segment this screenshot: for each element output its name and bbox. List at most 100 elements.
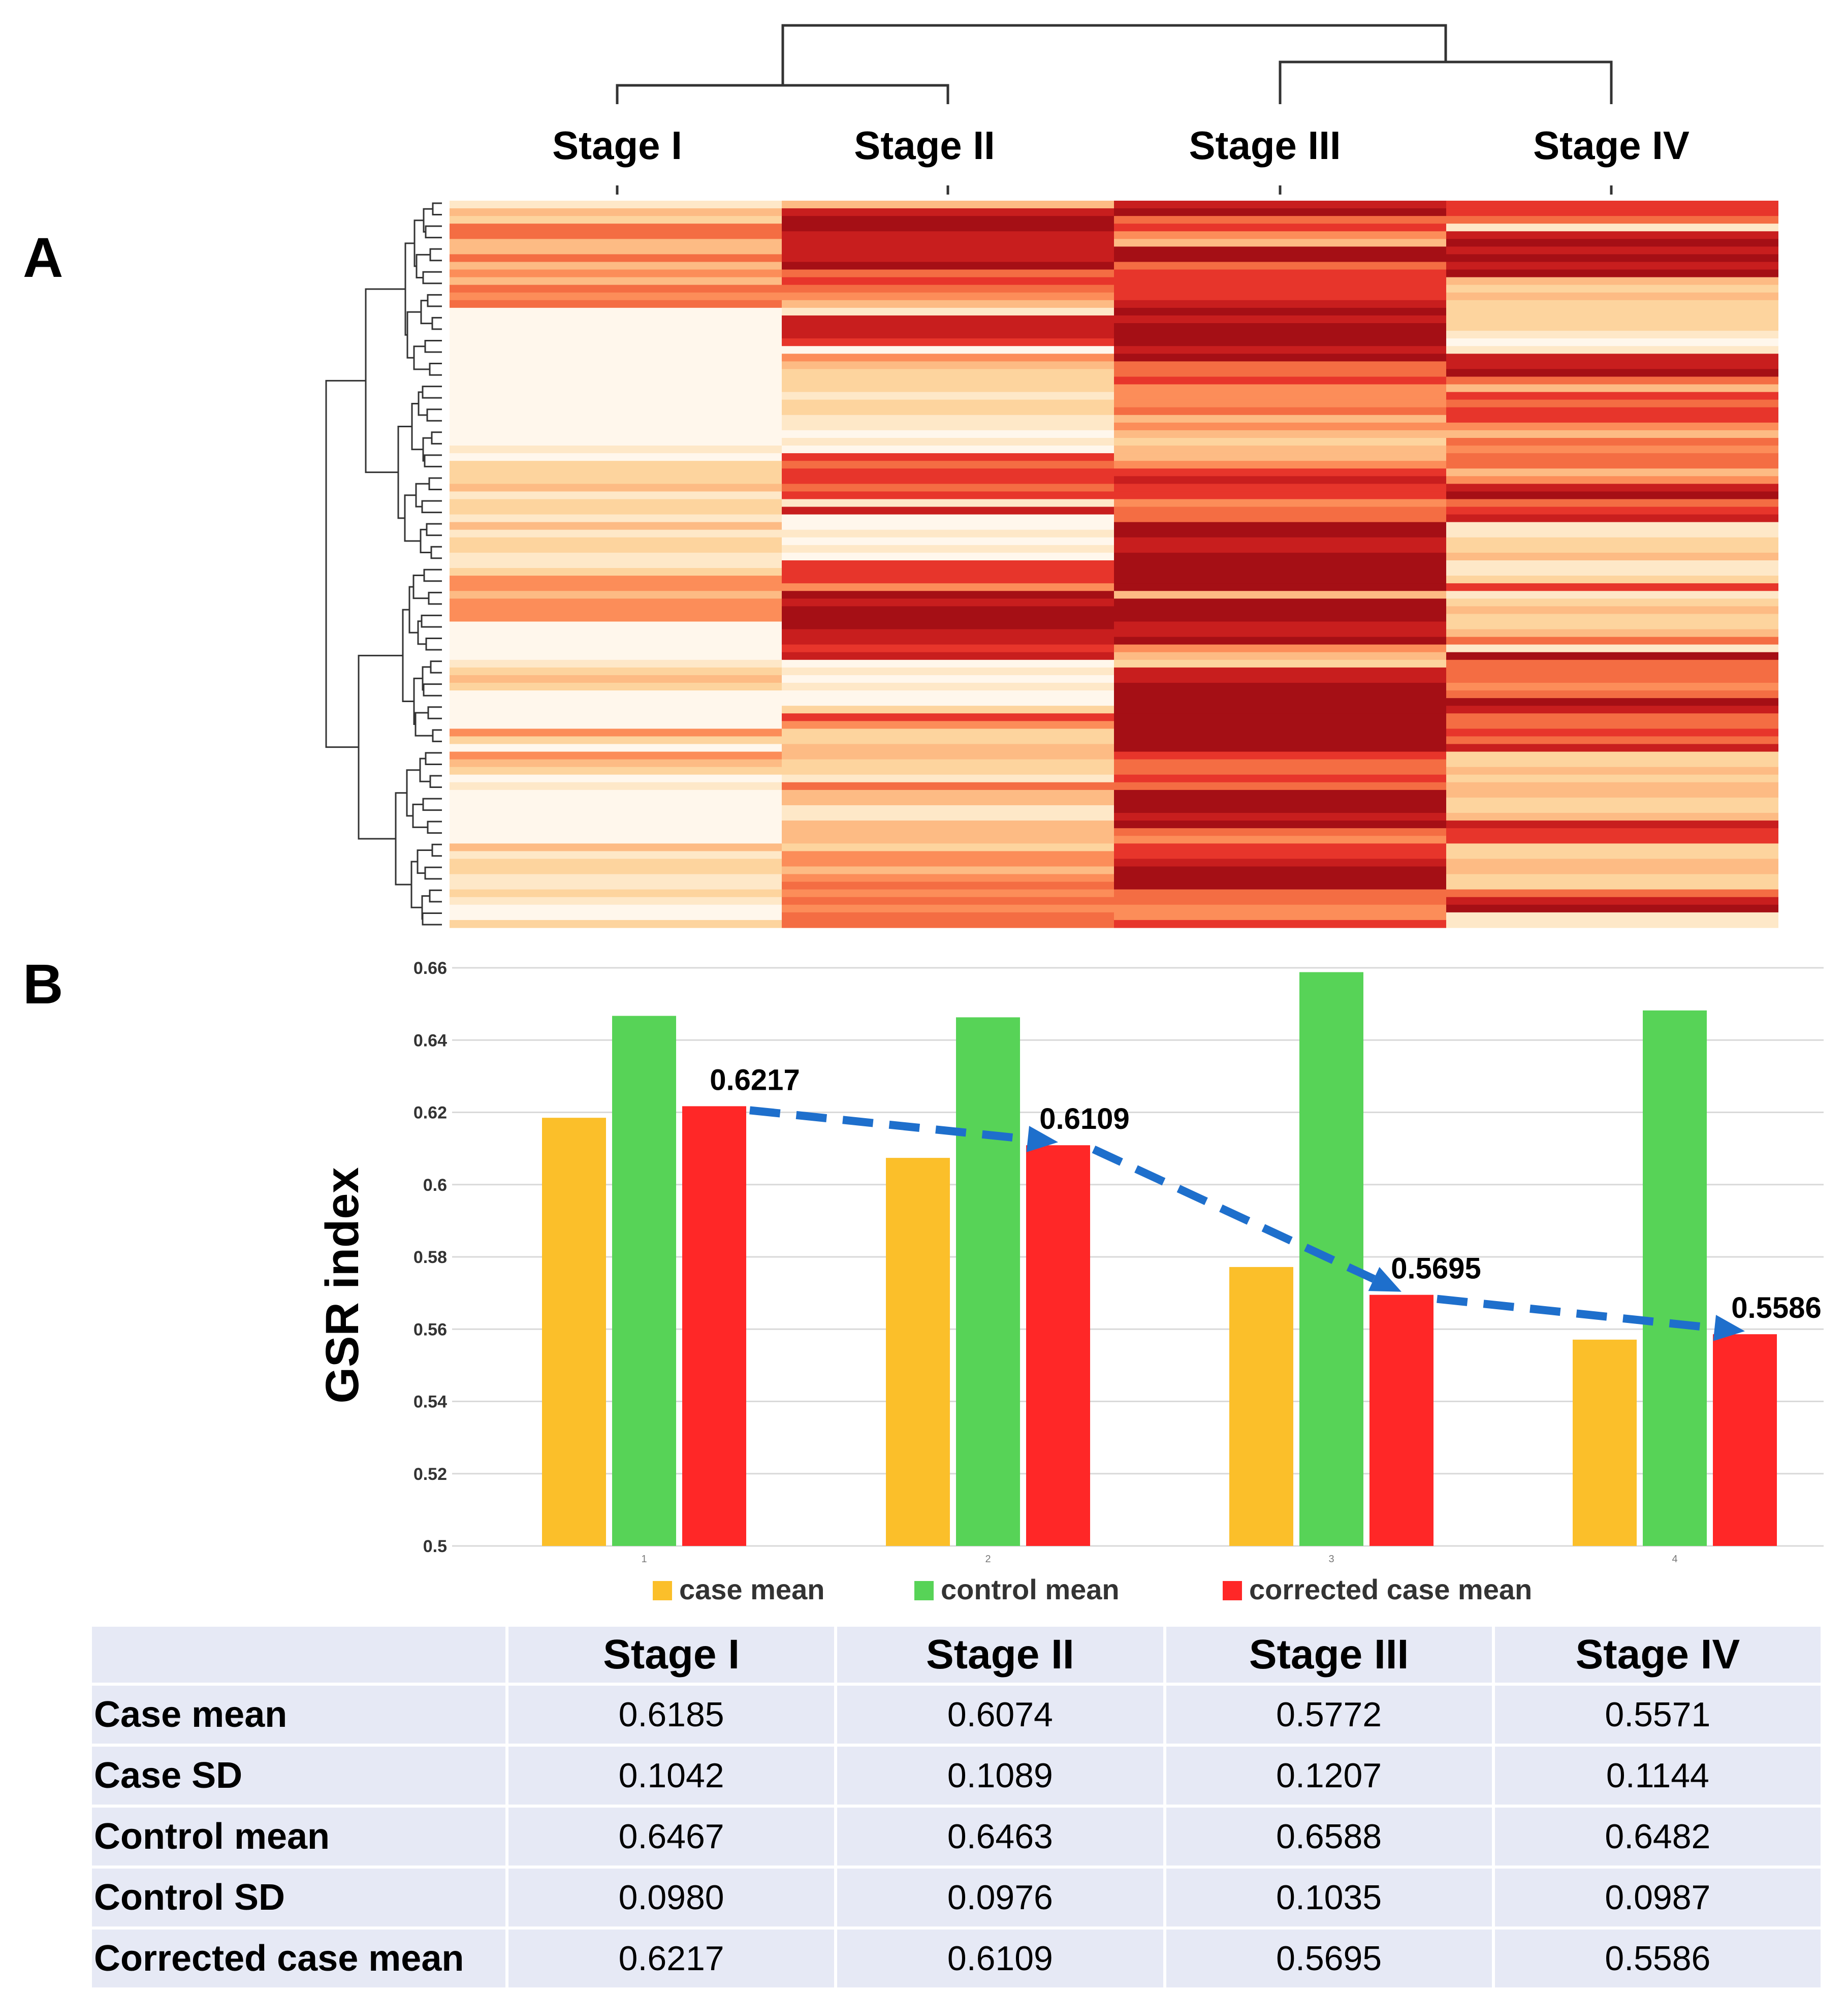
heatmap-cell: [1446, 446, 1778, 454]
heatmap-cell: [1446, 315, 1778, 324]
column-dendrogram: [616, 24, 1613, 104]
dendrogram-branch: [429, 889, 442, 903]
heatmap-cell: [1114, 629, 1446, 638]
heatmap-cell: [1446, 529, 1778, 538]
heatmap-cell: [1114, 637, 1446, 645]
heatmap-cell: [1114, 621, 1446, 630]
table-column-header: Stage IV: [1491, 1624, 1824, 1686]
heatmap-cell: [782, 606, 1114, 615]
heatmap-cell: [1114, 682, 1446, 691]
heatmap-cell: [782, 782, 1114, 791]
heatmap-cell: [1114, 759, 1446, 768]
heatmap-cell: [1446, 706, 1778, 714]
x-tick-label: 2: [985, 1554, 991, 1565]
table-cell: 0.0987: [1491, 1866, 1824, 1930]
heatmap-col-label-4: Stage IV: [1533, 123, 1690, 168]
heatmap-cell: [1114, 392, 1446, 400]
heatmap-cell: [1114, 591, 1446, 599]
heatmap-cell: [1446, 843, 1778, 851]
heatmap-cell: [1114, 690, 1446, 699]
heatmap-cell: [1446, 346, 1778, 354]
heatmap-cell: [782, 682, 1114, 691]
heatmap-cell: [1114, 767, 1446, 775]
heatmap-cell: [450, 422, 782, 431]
heatmap-cell: [1114, 446, 1446, 454]
heatmap-cell: [782, 866, 1114, 875]
trend-arrow-head: [1368, 1267, 1401, 1292]
heatmap-cell: [1114, 836, 1446, 844]
y-tick-label: 0.62: [413, 1103, 447, 1123]
table-header-row: Stage I Stage II Stage III Stage IV: [89, 1624, 1824, 1686]
heatmap-cell: [1114, 208, 1446, 216]
table-cell: 0.6467: [505, 1805, 838, 1869]
heatmap-cell: [782, 285, 1114, 293]
heatmap-cell: [782, 277, 1114, 286]
heatmap-cell: [782, 338, 1114, 346]
dendrogram-branch: [422, 798, 442, 811]
stats-table: Stage I Stage II Stage III Stage IV Case mea…: [89, 1624, 1824, 1990]
heatmap-cell: [782, 537, 1114, 546]
heatmap-column-labels: Stage I Stage II Stage III Stage IV: [552, 123, 1690, 168]
heatmap-cell: [782, 614, 1114, 622]
table-row: Case mean 0.6185 0.6074 0.5772 0.5571: [89, 1683, 1824, 1747]
heatmap-cell: [450, 851, 782, 860]
bar-control-mean: [1643, 1010, 1707, 1546]
heatmap-cell: [450, 560, 782, 568]
dendrogram-branch: [412, 575, 429, 599]
heatmap-cell: [782, 644, 1114, 653]
heatmap-cell: [450, 537, 782, 546]
heatmap-cell: [1114, 576, 1446, 584]
heatmap-cell: [450, 836, 782, 844]
heatmap-cell: [450, 805, 782, 813]
heatmap-cell: [782, 874, 1114, 882]
figure: A B Stage I Stage II Stage III Stage IV …: [23, 24, 1824, 1605]
heatmap-col-label-1: Stage I: [552, 123, 682, 168]
heatmap-cell: [1446, 476, 1778, 484]
table-cell: 0.6109: [834, 1926, 1166, 1990]
heatmap-cell: [450, 736, 782, 745]
bar-value-label: 0.5695: [1391, 1252, 1481, 1285]
heatmap-cell: [782, 828, 1114, 836]
heatmap-cell: [1446, 659, 1778, 668]
heatmap-cell: [450, 606, 782, 615]
dendrogram-branch: [415, 712, 433, 737]
heatmap-cell: [782, 407, 1114, 416]
heatmap-cell: [782, 904, 1114, 913]
heatmap-cell: [1446, 904, 1778, 913]
heatmap-cell: [1114, 851, 1446, 860]
heatmap-cell: [1114, 262, 1446, 270]
heatmap-cell: [1114, 216, 1446, 224]
bar-corrected-case-mean: [682, 1106, 746, 1546]
panel-label-b: B: [23, 953, 63, 1016]
heatmap-cell: [450, 889, 782, 898]
heatmap-cell: [450, 843, 782, 851]
heatmap-cell: [1114, 736, 1446, 745]
table-row-label: Corrected case mean: [89, 1926, 508, 1990]
heatmap-cell: [450, 721, 782, 729]
heatmap-cell: [782, 690, 1114, 699]
heatmap-cell: [1446, 859, 1778, 867]
heatmap-cell: [450, 231, 782, 239]
heatmap-cell: [450, 782, 782, 791]
heatmap-cell: [1114, 246, 1446, 255]
heatmap-cell: [1114, 315, 1446, 324]
bar-case-mean: [542, 1118, 606, 1546]
heatmap-cell: [450, 399, 782, 408]
heatmap-cell: [1114, 744, 1446, 752]
x-tick-label: 4: [1672, 1554, 1677, 1565]
heatmap-cell: [450, 552, 782, 561]
heatmap-cell: [1446, 399, 1778, 408]
heatmap-cell: [1114, 369, 1446, 377]
heatmap-cell: [1446, 920, 1778, 928]
table-column-header: Stage II: [834, 1624, 1166, 1686]
heatmap-cell: [1446, 461, 1778, 469]
trend-arrow: [749, 1106, 1745, 1341]
heatmap-cell: [782, 652, 1114, 660]
heatmap-cell: [782, 545, 1114, 553]
legend-label: case mean: [679, 1573, 824, 1605]
heatmap-cell: [450, 246, 782, 255]
y-tick-label: 0.54: [413, 1393, 447, 1412]
bar-case-mean: [1229, 1267, 1293, 1546]
y-tick-label: 0.5: [423, 1537, 447, 1556]
heatmap-cell: [1114, 254, 1446, 263]
